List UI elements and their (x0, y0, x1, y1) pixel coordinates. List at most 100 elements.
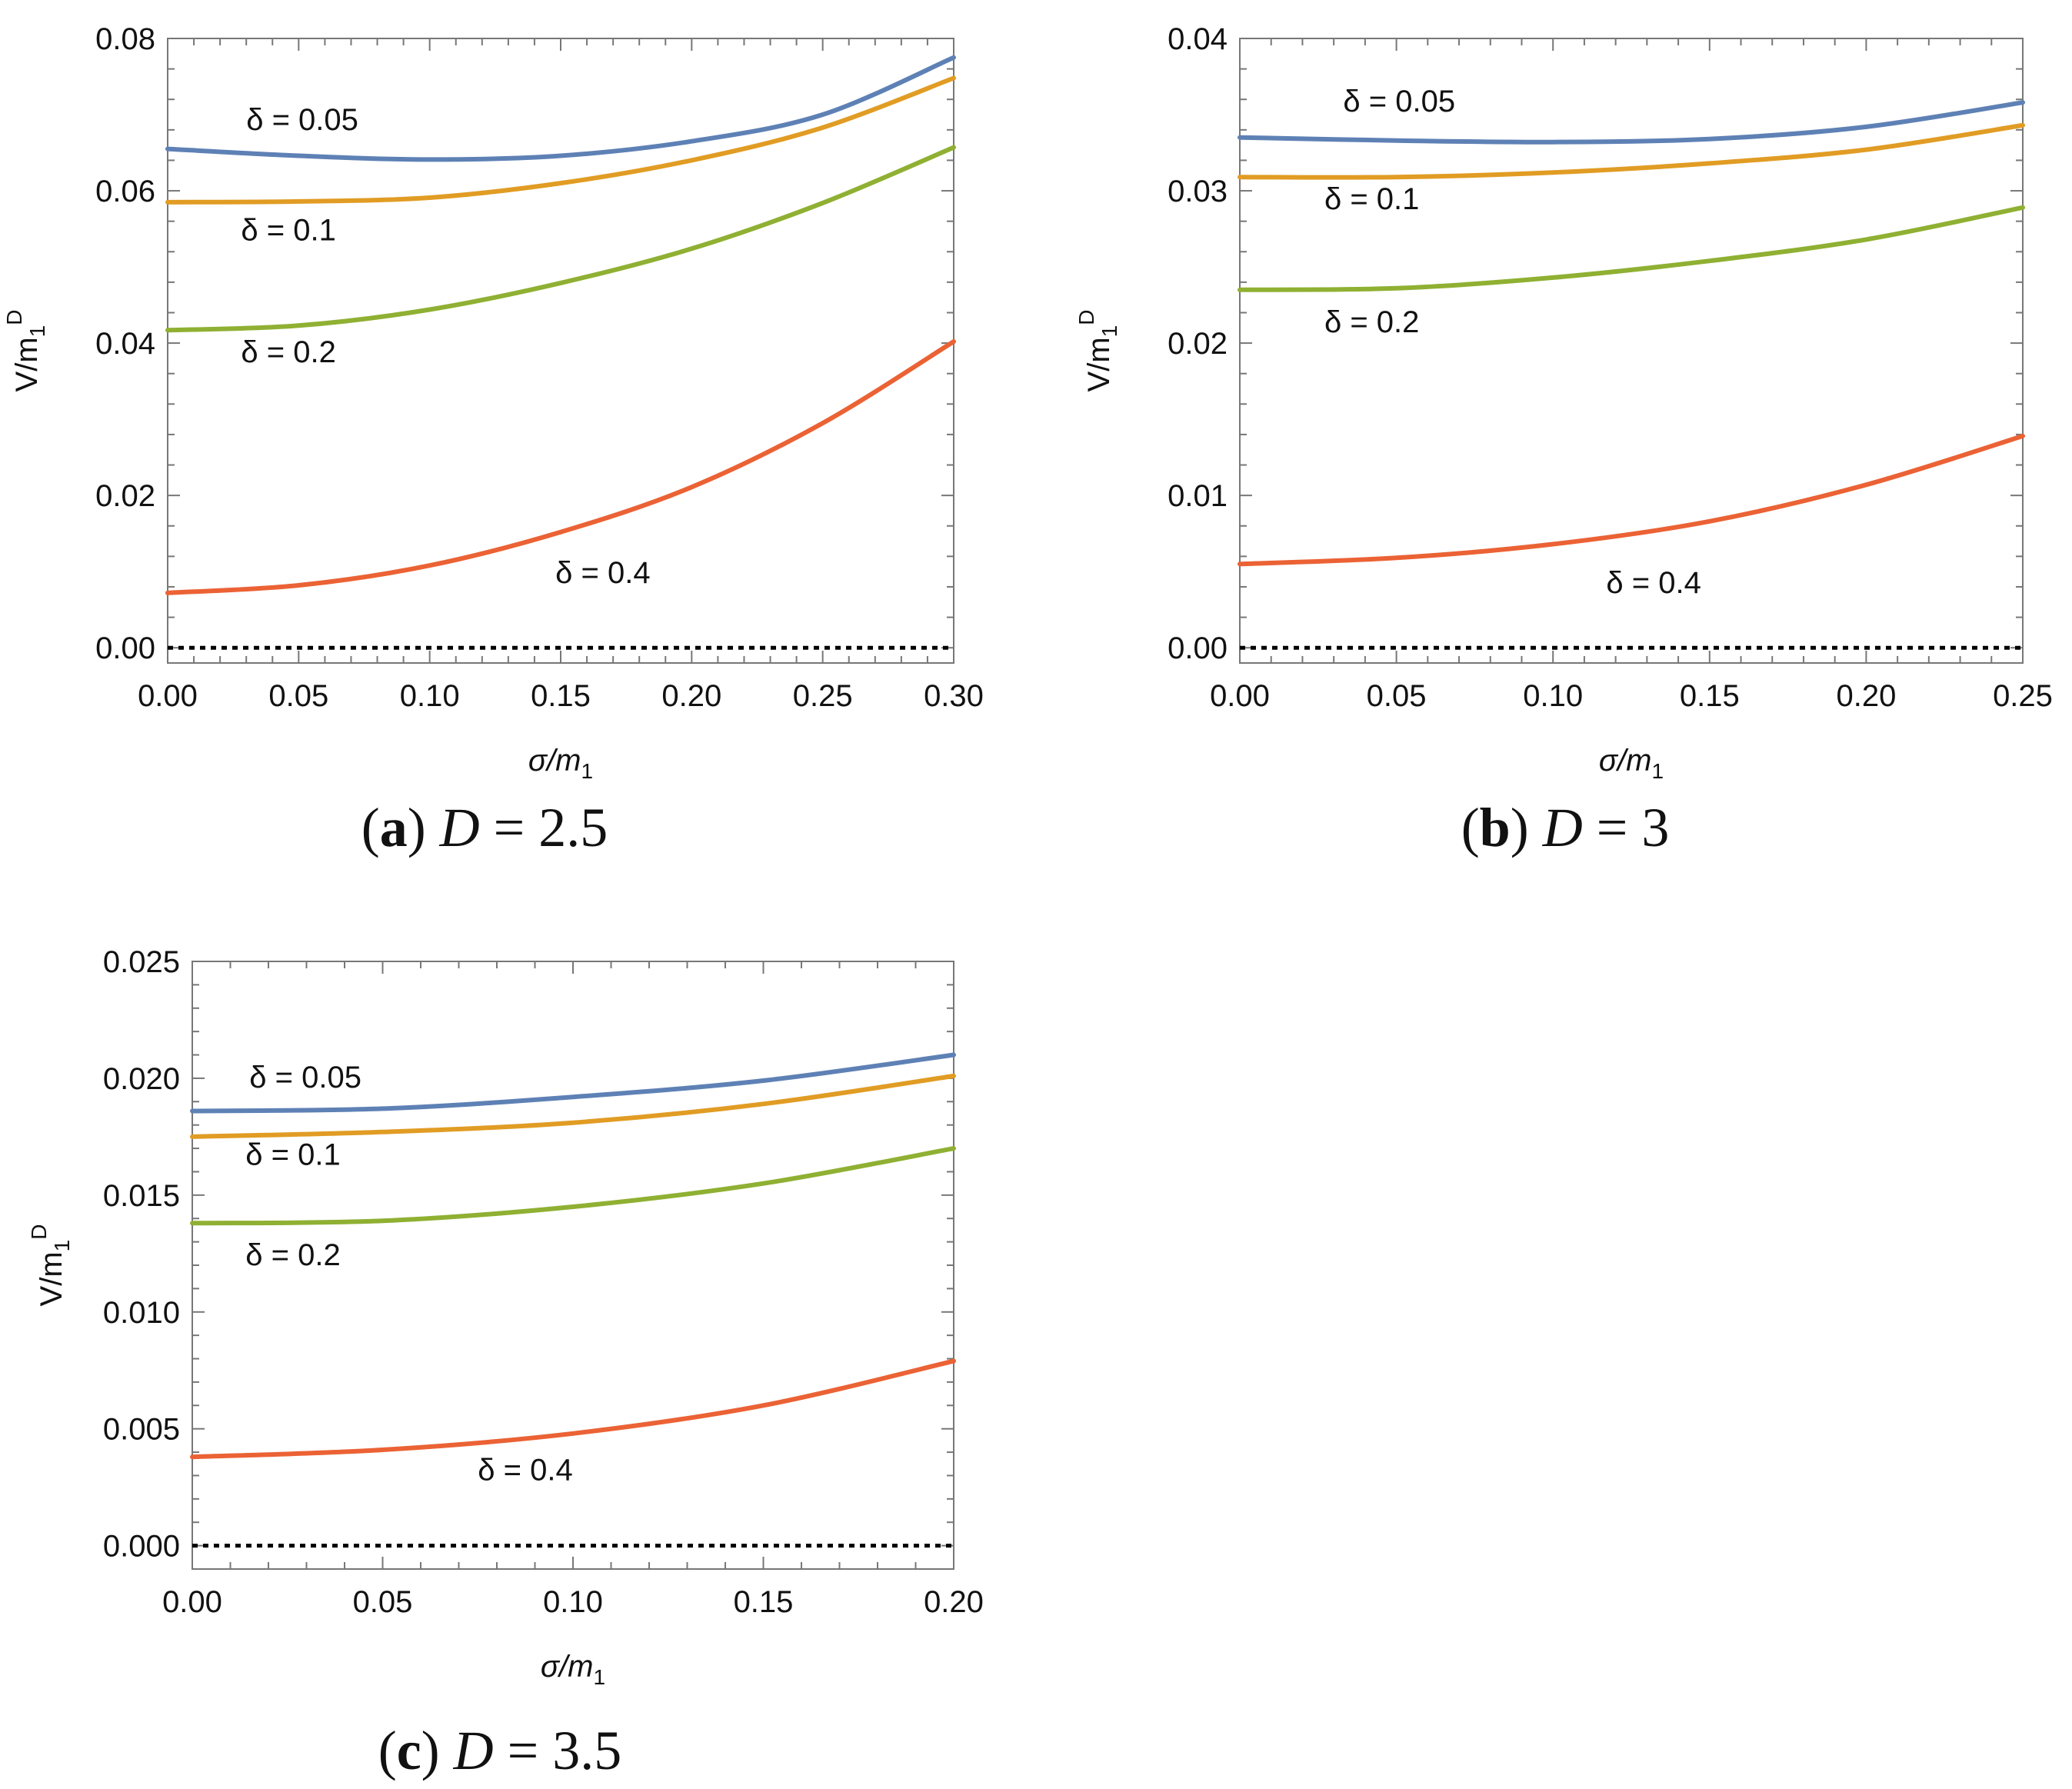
y-axis-label-sub: 1 (25, 325, 49, 338)
series-label: δ = 0.2 (241, 335, 335, 369)
series-line (1238, 205, 2025, 292)
x-tick-label: 0.00 (162, 1585, 222, 1619)
y-tick-label: 0.04 (95, 327, 155, 361)
series-line (165, 339, 956, 595)
x-tick-label: 0.20 (1836, 679, 1896, 713)
x-axis-label-sub: 1 (1651, 759, 1664, 783)
y-tick-label: 0.01 (1168, 479, 1228, 513)
x-tick-label: 0.20 (924, 1585, 984, 1619)
caption-paren-close: ) (1511, 797, 1543, 858)
y-tick-label: 0.00 (95, 631, 155, 665)
y-tick-label: 0.03 (1168, 175, 1228, 208)
series-line (165, 75, 956, 205)
series-label: δ = 0.1 (245, 1138, 340, 1171)
y-tick-label: 0.04 (1168, 22, 1228, 56)
series-line (190, 1146, 956, 1226)
series-label: δ = 0.4 (555, 556, 650, 590)
y-tick-label: 0.010 (103, 1296, 180, 1330)
series-label: δ = 0.1 (1324, 182, 1419, 216)
y-axis-label-sup: D (1074, 310, 1098, 325)
series-line (190, 1358, 956, 1460)
y-axis-label-main: V/m (35, 1251, 68, 1306)
x-tick-label: 0.00 (138, 679, 198, 713)
x-axis-label: σ/m1 (1599, 744, 1664, 783)
y-tick-label: 0.08 (95, 22, 155, 56)
y-axis-label-main: V/m (10, 337, 44, 391)
x-tick-label: 0.15 (1680, 679, 1740, 713)
series-line (1238, 433, 2025, 567)
x-tick-label: 0.10 (1523, 679, 1583, 713)
y-tick-label: 0.005 (103, 1413, 180, 1447)
series-line (190, 1073, 956, 1139)
x-tick-label: 0.30 (924, 679, 984, 713)
x-tick-label: 0.00 (1210, 679, 1270, 713)
caption-equals: = (494, 1720, 553, 1781)
y-axis-label-main: V/m (1082, 337, 1116, 391)
caption-paren-open: ( (1461, 797, 1480, 858)
y-tick-label: 0.015 (103, 1179, 180, 1213)
y-tick-label: 0.02 (1168, 327, 1228, 361)
caption-tag: b (1480, 797, 1511, 858)
y-tick-label: 0.02 (95, 479, 155, 513)
series-label: δ = 0.2 (1324, 305, 1419, 339)
caption-variable: D (439, 797, 480, 858)
y-tick-label: 0.000 (103, 1530, 180, 1564)
y-axis-label-sup: D (2, 310, 26, 325)
caption-tag: c (397, 1720, 421, 1781)
caption-equals: = (1583, 797, 1642, 858)
caption-tag: a (380, 797, 408, 858)
x-tick-label: 0.10 (543, 1585, 603, 1619)
series-label: δ = 0.4 (478, 1454, 572, 1488)
y-axis-label: V/m1D (27, 1224, 74, 1307)
x-axis-label-sub: 1 (581, 759, 593, 783)
series-line (1238, 100, 2025, 145)
series-label: δ = 0.05 (1343, 85, 1455, 118)
x-axis-label-main: σ/m (528, 744, 581, 778)
series-line (165, 145, 956, 333)
y-tick-label: 0.06 (95, 175, 155, 208)
y-axis-label-sub: 1 (50, 1240, 74, 1252)
x-tick-label: 0.25 (793, 679, 853, 713)
caption-value: 3 (1641, 797, 1669, 858)
panel-caption: (a) D = 2.5 (361, 797, 608, 858)
y-tick-label: 0.020 (103, 1062, 180, 1096)
caption-variable: D (453, 1720, 494, 1781)
y-tick-label: 0.025 (103, 945, 180, 979)
y-axis-label-sup: D (27, 1224, 51, 1240)
panel-a: 0.00 0.05 0.10 0.15 0.20 0.25 0.30 0.00 0.02 0.04… (2, 22, 984, 858)
y-tick-label: 0.00 (1168, 631, 1228, 665)
series-label: δ = 0.4 (1606, 566, 1701, 600)
y-axis-label-sub: 1 (1098, 325, 1121, 338)
series-label: δ = 0.1 (241, 213, 335, 247)
x-tick-label: 0.25 (1993, 679, 2053, 713)
series-line (190, 1052, 956, 1114)
caption-value: 2.5 (538, 797, 608, 858)
caption-paren-open: ( (361, 797, 380, 858)
series-line (165, 55, 956, 162)
caption-paren-open: ( (378, 1720, 397, 1781)
series-line (1238, 122, 2025, 180)
y-axis-label: V/m1D (2, 310, 49, 392)
x-axis-label-main: σ/m (1599, 744, 1652, 778)
x-tick-label: 0.10 (400, 679, 460, 713)
x-axis-label: σ/m1 (541, 1650, 605, 1689)
plot-frame (1239, 38, 2024, 664)
x-axis-label-sub: 1 (593, 1665, 605, 1689)
panel-caption: (b) D = 3 (1461, 797, 1670, 858)
panel-c: 0.00 0.05 0.10 0.15 0.20 0.000 0.005 0.010 0.015… (27, 945, 984, 1781)
caption-equals: = (480, 797, 539, 858)
x-axis-label: σ/m1 (528, 744, 593, 783)
x-tick-label: 0.15 (734, 1585, 794, 1619)
caption-value: 3.5 (552, 1720, 621, 1781)
caption-paren-close: ) (421, 1720, 454, 1781)
x-tick-label: 0.05 (268, 679, 328, 713)
x-axis-label-main: σ/m (541, 1650, 594, 1684)
caption-variable: D (1542, 797, 1583, 858)
series-label: δ = 0.2 (245, 1238, 340, 1272)
x-tick-label: 0.05 (1367, 679, 1427, 713)
series-label: δ = 0.05 (249, 1061, 361, 1094)
x-tick-label: 0.05 (353, 1585, 413, 1619)
caption-paren-close: ) (408, 797, 440, 858)
panel-caption: (c) D = 3.5 (378, 1720, 622, 1781)
